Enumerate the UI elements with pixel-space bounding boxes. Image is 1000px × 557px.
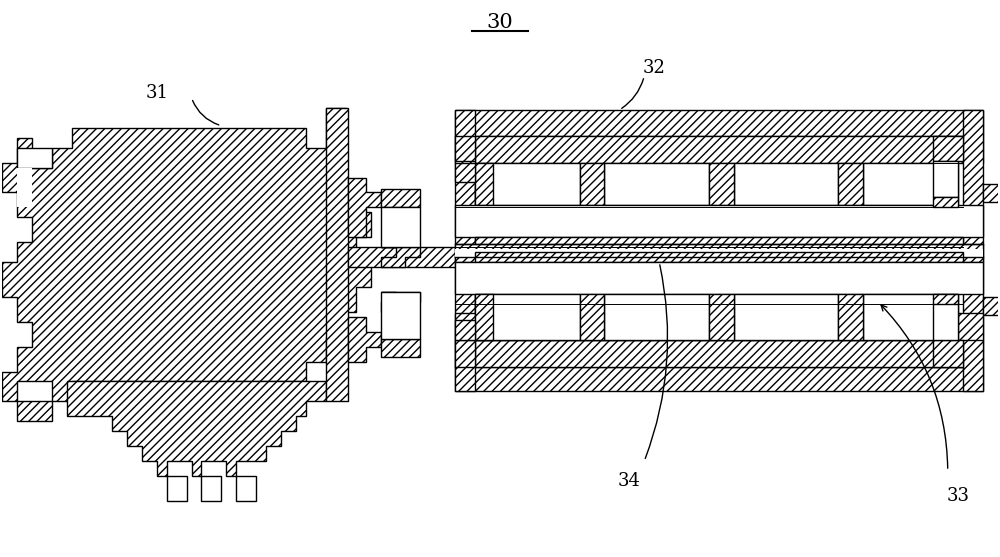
Bar	[348, 247, 457, 267]
Polygon shape	[348, 317, 381, 361]
Bar	[475, 294, 580, 340]
Bar	[475, 252, 963, 262]
Polygon shape	[2, 108, 371, 421]
Bar	[455, 340, 983, 367]
Bar	[455, 206, 983, 237]
Text: 34: 34	[618, 472, 641, 490]
Bar	[475, 237, 963, 247]
Bar	[604, 163, 709, 206]
Bar	[580, 294, 604, 340]
Bar	[167, 476, 187, 501]
Polygon shape	[381, 292, 420, 312]
Bar	[933, 160, 958, 197]
Polygon shape	[348, 178, 381, 237]
Text: 30: 30	[487, 13, 513, 32]
Bar	[933, 294, 958, 304]
Bar	[455, 136, 983, 163]
Bar	[475, 163, 580, 206]
Text: 32: 32	[643, 59, 666, 77]
Bar	[983, 184, 1000, 202]
Text: 33: 33	[946, 487, 969, 505]
Bar	[455, 163, 475, 183]
Bar	[455, 244, 983, 262]
Bar	[863, 163, 958, 206]
Bar	[455, 320, 475, 340]
Bar	[455, 249, 983, 257]
Bar	[604, 294, 709, 340]
Polygon shape	[381, 247, 420, 267]
Polygon shape	[67, 382, 326, 476]
Bar	[933, 303, 958, 340]
Bar	[236, 476, 256, 501]
Polygon shape	[381, 292, 420, 339]
Bar	[326, 108, 348, 402]
Bar	[455, 262, 983, 294]
Bar	[734, 294, 838, 340]
Polygon shape	[17, 148, 52, 168]
Bar	[381, 189, 420, 207]
Bar	[381, 339, 420, 356]
Polygon shape	[17, 168, 32, 207]
Bar	[734, 163, 838, 206]
Text: 31: 31	[145, 84, 168, 102]
Bar	[709, 163, 734, 206]
Bar	[475, 294, 493, 340]
Bar	[201, 476, 221, 501]
Bar	[455, 110, 983, 136]
Bar	[455, 340, 475, 367]
Bar	[863, 294, 958, 340]
Bar	[455, 367, 983, 392]
Bar	[455, 136, 475, 160]
Bar	[455, 313, 983, 340]
Bar	[983, 297, 1000, 315]
Bar	[963, 110, 983, 392]
Bar	[933, 197, 958, 207]
Bar	[475, 163, 493, 206]
Bar	[838, 163, 863, 206]
Bar	[933, 136, 963, 160]
Bar	[709, 294, 734, 340]
Polygon shape	[17, 382, 52, 402]
Bar	[838, 294, 863, 340]
Bar	[455, 110, 475, 392]
Bar	[933, 340, 963, 367]
Polygon shape	[381, 207, 420, 247]
Bar	[580, 163, 604, 206]
